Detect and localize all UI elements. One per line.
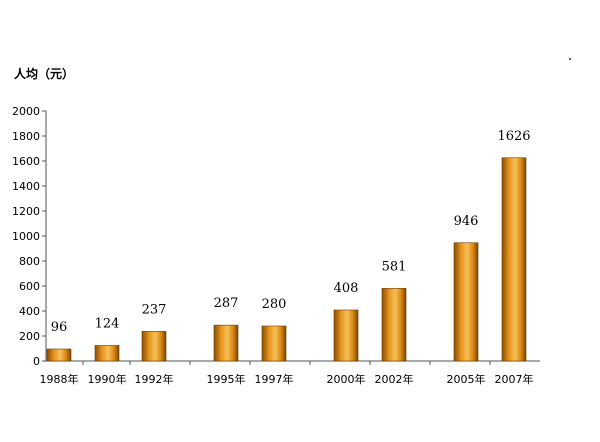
x-tick-label: 1997年 (255, 372, 294, 386)
bar (381, 288, 407, 362)
x-tick-label: 1990年 (88, 372, 127, 386)
bar (501, 157, 527, 362)
x-tick-label: 1995年 (207, 372, 246, 386)
y-tick-label: 0 (33, 355, 40, 368)
bars (46, 157, 527, 362)
y-tick-label: 1200 (12, 205, 40, 218)
bar (453, 242, 479, 362)
y-tick-label: 1600 (12, 155, 40, 168)
y-tick-label: 600 (19, 280, 40, 293)
bar (213, 324, 239, 362)
x-tick-label: 2005年 (447, 372, 486, 386)
bar (46, 348, 72, 362)
data-label: 287 (214, 296, 239, 311)
x-tick-label: 2002年 (375, 372, 414, 386)
bar (261, 325, 287, 362)
y-tick-label: 400 (19, 305, 40, 318)
bar (94, 345, 120, 362)
data-label: 237 (142, 302, 167, 317)
y-tick-label: 200 (19, 330, 40, 343)
data-label: 581 (382, 259, 407, 274)
y-tick-label: 800 (19, 255, 40, 268)
data-label: 124 (95, 317, 120, 332)
data-label: 946 (454, 214, 479, 229)
value-labels: 96 124 237 287 280 408 581 946 1626 (51, 129, 531, 335)
x-tick-label: 2007年 (495, 372, 534, 386)
y-axis-label: 人均（元） (14, 66, 74, 81)
data-label: 1626 (497, 129, 530, 144)
x-tick-label: 1988年 (40, 372, 79, 386)
category-labels: 1988年 1990年 1992年 1995年 1997年 2000年 2002年 2005年… (40, 372, 534, 386)
data-label: 280 (262, 297, 287, 312)
data-label: 96 (51, 320, 68, 335)
stray-dot (569, 58, 571, 60)
bar (333, 309, 359, 362)
y-tick-label: 2000 (12, 105, 40, 118)
axes: 0 200 400 600 800 1000 1200 1400 1600 1800 2000 (12, 105, 540, 368)
data-label: 408 (334, 281, 359, 296)
y-tick-label: 1400 (12, 180, 40, 193)
y-tick-label: 1000 (12, 230, 40, 243)
y-tick-label: 1800 (12, 130, 40, 143)
x-tick-label: 1992年 (135, 372, 174, 386)
bar (141, 331, 167, 362)
x-tick-label: 2000年 (327, 372, 366, 386)
